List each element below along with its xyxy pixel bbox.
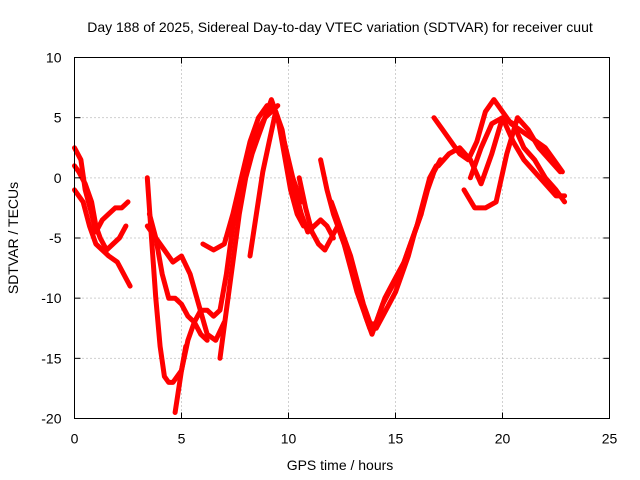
series-sat-g: [172, 103, 281, 415]
x-tick-label: 25: [602, 431, 618, 447]
y-tick-label: -10: [41, 290, 61, 306]
series-sat-f: [146, 211, 210, 343]
x-tick-label: 20: [495, 431, 511, 447]
axis-ticks: [74, 57, 610, 419]
x-tick-label: 10: [281, 431, 297, 447]
y-tick-label: -15: [41, 350, 61, 366]
series-sat-d: [144, 175, 189, 385]
series-sat-h: [217, 97, 306, 361]
x-tick-label: 15: [388, 431, 404, 447]
y-tick-label: 5: [54, 110, 62, 126]
series-sat-m: [328, 199, 424, 331]
series-sat-c: [72, 187, 133, 289]
series-sat-a: [72, 145, 131, 235]
series-sat-b: [72, 163, 129, 253]
x-tick-labels: 0 5 10 15 20 25: [71, 431, 618, 447]
x-tick-label: 0: [71, 431, 79, 447]
series-sat-e: [144, 223, 227, 343]
y-axis-label: SDTVAR / TECUs: [5, 182, 21, 294]
y-tick-label: -5: [49, 230, 62, 246]
series-sat-q: [467, 115, 568, 199]
y-tick-label: 10: [46, 50, 62, 66]
x-tick-label: 5: [178, 431, 186, 447]
series-layer: [72, 97, 568, 415]
y-tick-labels: -20 -15 -10 -5 0 5 10: [41, 50, 61, 427]
chart-title: Day 188 of 2025, Sidereal Day-to-day VTE…: [87, 19, 593, 35]
y-tick-label: -20: [41, 411, 61, 427]
series-sat-k: [296, 157, 443, 331]
series-sat-l: [318, 157, 439, 337]
series-sat-j: [247, 109, 336, 259]
y-tick-label: 0: [54, 170, 62, 186]
x-axis-label: GPS time / hours: [287, 457, 394, 473]
